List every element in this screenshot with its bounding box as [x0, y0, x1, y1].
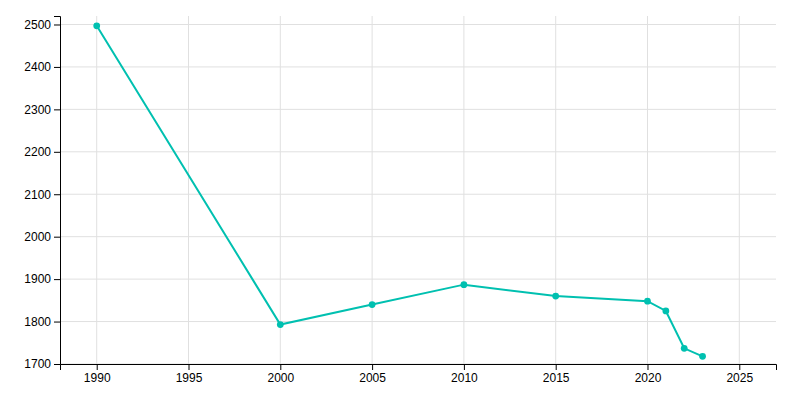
x-tick-mark — [280, 364, 281, 370]
x-tick-label: 1990 — [84, 371, 111, 385]
x-tick-mark — [464, 364, 465, 370]
x-tick-label: 2025 — [726, 371, 753, 385]
chart: 1990 1995 2000 2005 2010 2015 2020 2025 1700 1800… — [0, 0, 800, 400]
y-tick-mark — [54, 279, 60, 280]
y-tick: 1800 — [24, 315, 60, 329]
plot-area: 1990 1995 2000 2005 2010 2015 2020 2025 1700 1800… — [24, 16, 776, 385]
x-tick-label: 2020 — [635, 371, 662, 385]
point — [552, 293, 559, 300]
y-tick-label: 1700 — [24, 357, 51, 371]
x-tick-label: 2010 — [451, 371, 478, 385]
y-tick: 2100 — [24, 188, 60, 202]
y-tick-label: 2400 — [24, 60, 51, 74]
y-axis-line — [54, 17, 61, 365]
y-tick: 2500 — [24, 18, 60, 32]
point — [644, 298, 651, 305]
y-tick-mark — [54, 109, 60, 110]
x-tick: 2005 — [359, 364, 386, 385]
grid-line-y — [60, 66, 776, 67]
x-tick-mark — [739, 364, 740, 370]
y-tick-label: 2300 — [24, 103, 51, 117]
y-tick: 2200 — [24, 145, 60, 159]
y-tick: 1700 — [24, 357, 60, 371]
y-tick-mark — [54, 237, 60, 238]
y-tick: 2000 — [24, 230, 60, 244]
x-tick: 1995 — [176, 364, 203, 385]
y-tick: 2400 — [24, 60, 60, 74]
x-tick-label: 2015 — [543, 371, 570, 385]
grid-line-y — [60, 24, 776, 25]
y-tick-mark — [54, 322, 60, 323]
y-tick-mark — [54, 24, 60, 25]
y-tick: 2300 — [24, 103, 60, 117]
grid-line-x — [739, 16, 740, 364]
y-tick-label: 1800 — [24, 315, 51, 329]
grid-line-y — [60, 194, 776, 195]
grid-line-x — [647, 16, 648, 364]
grid-line-y — [60, 279, 776, 280]
y-tick-mark — [54, 152, 60, 153]
y-tick-mark — [54, 194, 60, 195]
y-tick-label: 2200 — [24, 145, 51, 159]
line — [97, 26, 703, 357]
grid — [60, 16, 776, 364]
grid-line-x — [280, 16, 281, 364]
point — [699, 353, 706, 360]
point — [277, 321, 284, 328]
grid-line-x — [372, 16, 373, 364]
x-tick: 2015 — [543, 364, 570, 385]
y-tick-label: 2100 — [24, 188, 51, 202]
y-tick: 1900 — [24, 272, 60, 286]
grid-line-x — [96, 16, 97, 364]
x-tick-label: 2005 — [359, 371, 386, 385]
x-tick: 2000 — [267, 364, 294, 385]
x-axis-line — [61, 365, 777, 371]
point — [662, 308, 669, 315]
x-tick-mark — [556, 364, 557, 370]
point — [93, 22, 100, 29]
x-tick-label: 2000 — [267, 371, 294, 385]
y-tick-mark — [54, 67, 60, 68]
x-tick: 2010 — [451, 364, 478, 385]
x-tick-mark — [189, 364, 190, 370]
grid-line-y — [60, 109, 776, 110]
y-tick-label: 2500 — [24, 18, 51, 32]
x-tick: 2025 — [726, 364, 753, 385]
x-tick-label: 1995 — [176, 371, 203, 385]
point — [681, 345, 688, 352]
y-tick-mark — [54, 364, 60, 365]
grid-line-x — [555, 16, 556, 364]
y-axis: 1700 1800 1900 2000 2100 2200 2300 2400 2500 — [24, 17, 60, 372]
x-tick: 1990 — [84, 364, 111, 385]
y-tick-label: 1900 — [24, 272, 51, 286]
point — [369, 301, 376, 308]
x-tick-mark — [372, 364, 373, 370]
grid-line-y — [60, 151, 776, 152]
x-tick-mark — [97, 364, 98, 370]
grid-line-x — [463, 16, 464, 364]
grid-line-x — [188, 16, 189, 364]
grid-line-y — [60, 236, 776, 237]
marks — [93, 22, 706, 359]
grid-line-y — [60, 321, 776, 322]
y-tick-label: 2000 — [24, 230, 51, 244]
x-axis: 1990 1995 2000 2005 2010 2015 2020 2025 — [61, 364, 777, 385]
x-tick: 2020 — [635, 364, 662, 385]
point — [461, 281, 468, 288]
x-tick-mark — [647, 364, 648, 370]
